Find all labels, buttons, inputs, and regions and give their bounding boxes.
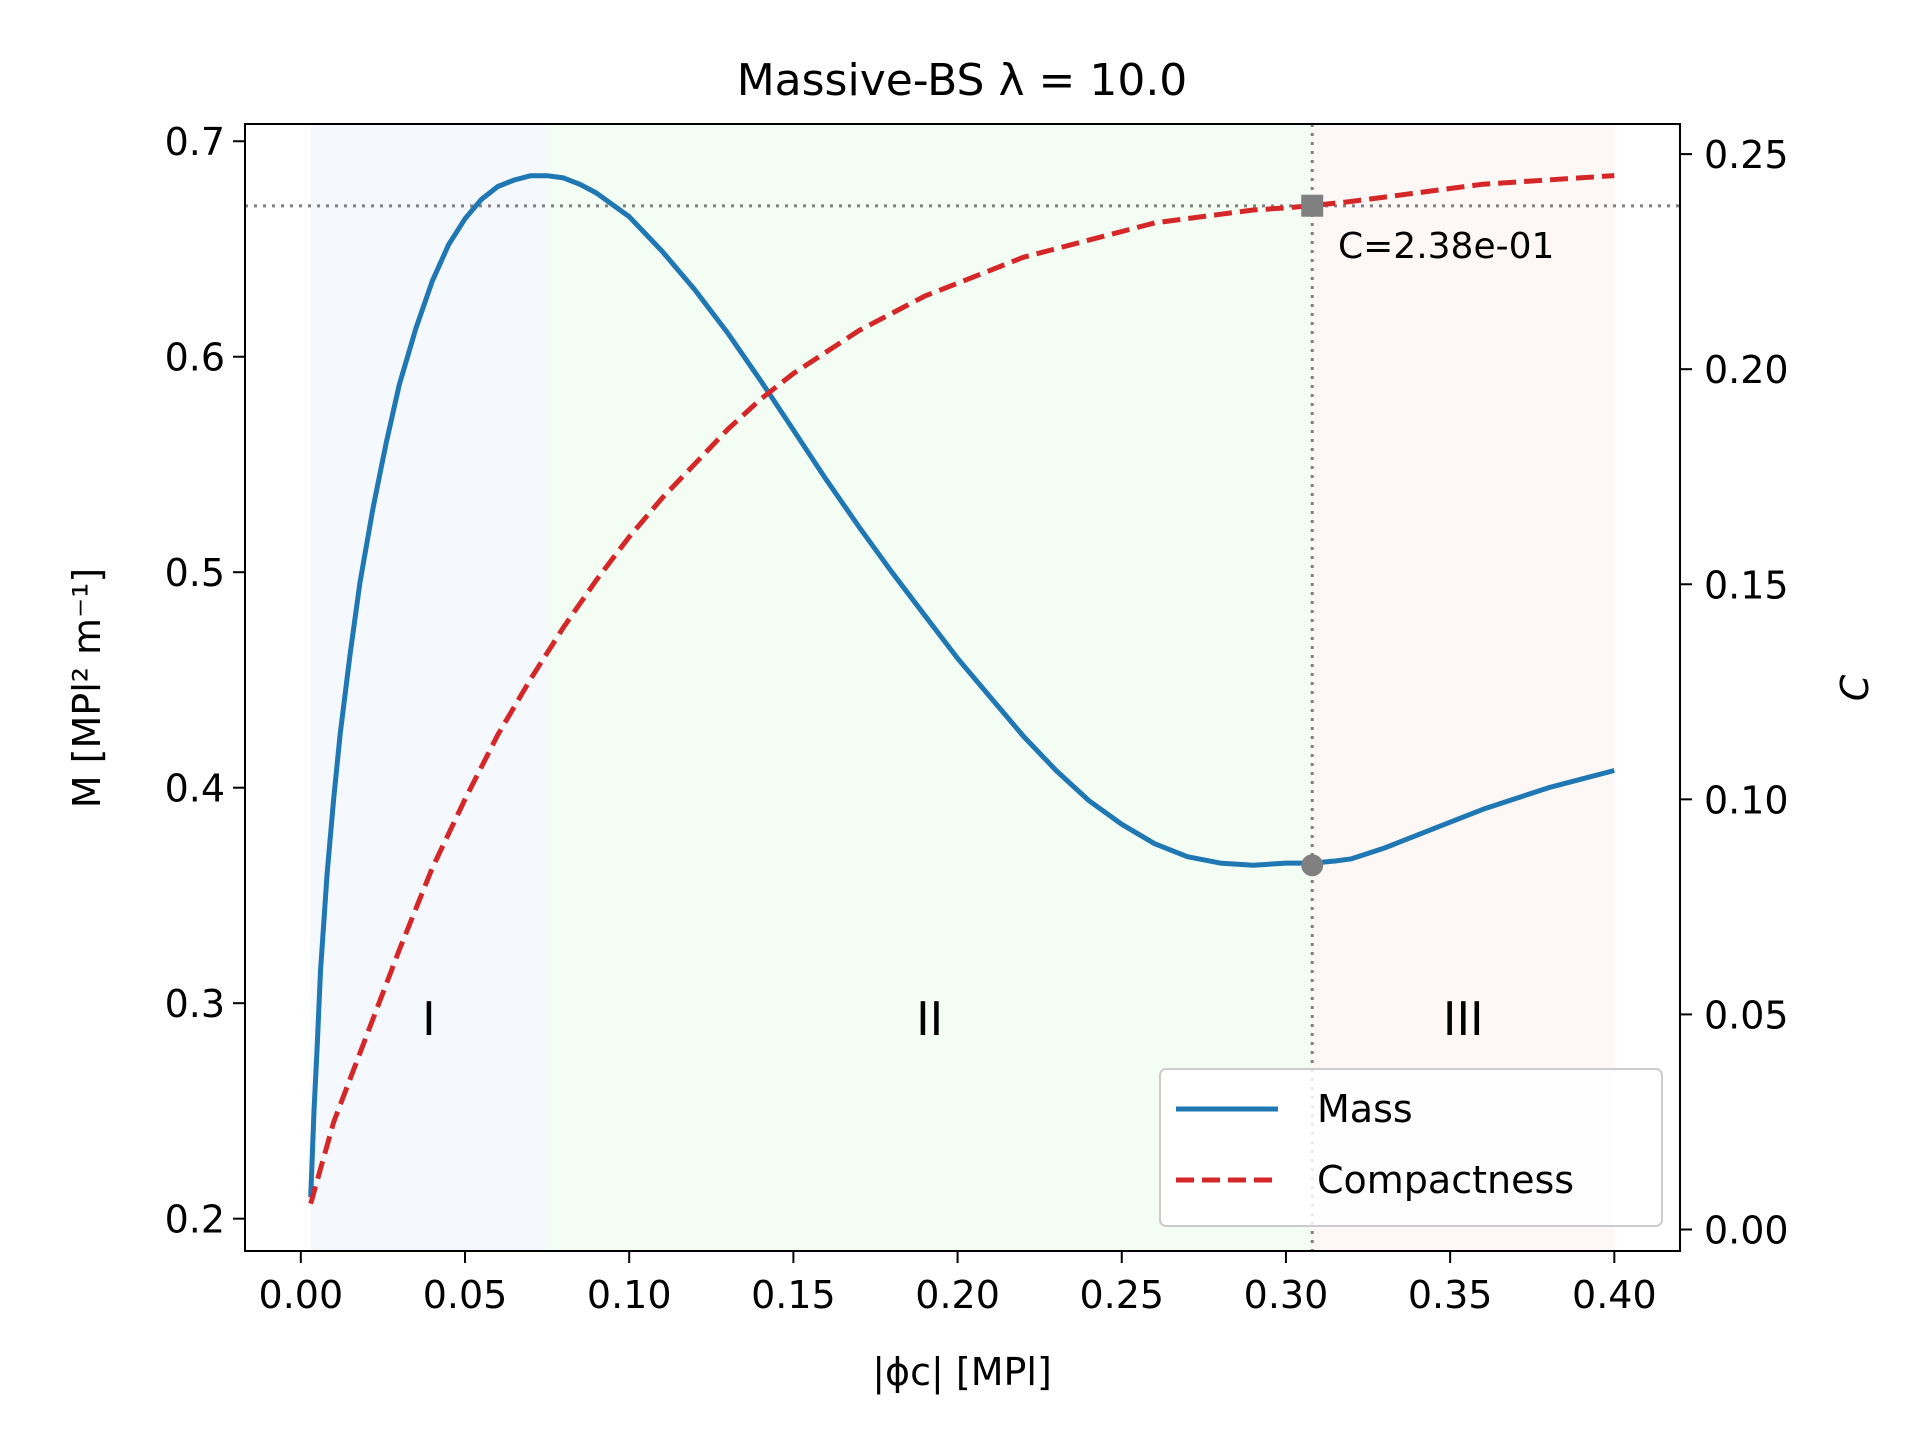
region-2-band — [547, 124, 1313, 1251]
x-tick-label: 0.00 — [259, 1273, 344, 1317]
x-tick-label: 0.30 — [1244, 1273, 1329, 1317]
y2-tick-label: 0.15 — [1704, 563, 1789, 607]
y2-tick-label: 0.10 — [1704, 778, 1789, 822]
region-2-label: II — [916, 992, 943, 1046]
x-tick-label: 0.15 — [751, 1273, 836, 1317]
y2-axis-label: C — [1833, 674, 1877, 701]
x-tick-label: 0.10 — [587, 1273, 672, 1317]
series-line-compactness — [308, 173, 1615, 1205]
x-tick-label: 0.35 — [1408, 1273, 1493, 1317]
legend: Mass Compactness — [1159, 1068, 1663, 1227]
marker-points — [1301, 194, 1324, 877]
y2-tick-label: 0.25 — [1704, 133, 1789, 177]
region-3-band — [1312, 124, 1615, 1251]
region-3-label: III — [1443, 992, 1484, 1046]
x-tick-label: 0.20 — [915, 1273, 1000, 1317]
compactness-annotation: C=2.38e-01 — [1338, 226, 1554, 267]
x-tick-label: 0.25 — [1079, 1273, 1164, 1317]
chart-title: Massive-BS λ = 10.0 — [737, 55, 1188, 106]
region-labels: I II III — [422, 992, 1484, 1046]
region-shading — [310, 124, 1615, 1251]
x-tick-label: 0.40 — [1572, 1273, 1657, 1317]
y-tick-label: 0.4 — [165, 767, 225, 811]
y2-tick-label: 0.20 — [1704, 348, 1789, 392]
y-axis-label: M [MPl² m⁻¹] — [65, 568, 109, 808]
y-tick-label: 0.3 — [165, 982, 225, 1026]
legend-box — [1159, 1068, 1663, 1227]
legend-label-compactness: Compactness — [1317, 1158, 1574, 1202]
series-lines — [308, 173, 1615, 1205]
y2-tick-label: 0.00 — [1704, 1208, 1789, 1252]
mass-minimum-point — [1301, 854, 1324, 877]
x-axis-label: |ϕc| [MPl] — [872, 1350, 1052, 1395]
y-tick-label: 0.7 — [165, 120, 225, 164]
region-1-band — [310, 124, 548, 1251]
region-1-label: I — [422, 992, 436, 1046]
plot-frame — [244, 123, 1681, 1252]
x-tick-label: 0.05 — [423, 1273, 508, 1317]
y-tick-label: 0.2 — [165, 1198, 225, 1242]
y-tick-label: 0.6 — [165, 336, 225, 380]
series-line-mass — [308, 173, 1615, 1198]
compactness-square-point — [1301, 194, 1324, 217]
y2-tick-label: 0.05 — [1704, 993, 1789, 1037]
y-tick-label: 0.5 — [165, 551, 225, 595]
legend-label-mass: Mass — [1317, 1087, 1413, 1131]
axis-ticks: 0.00 0.05 0.10 0.15 0.20 0.25 0.30 0.35 0.400.20… — [165, 120, 1789, 1317]
